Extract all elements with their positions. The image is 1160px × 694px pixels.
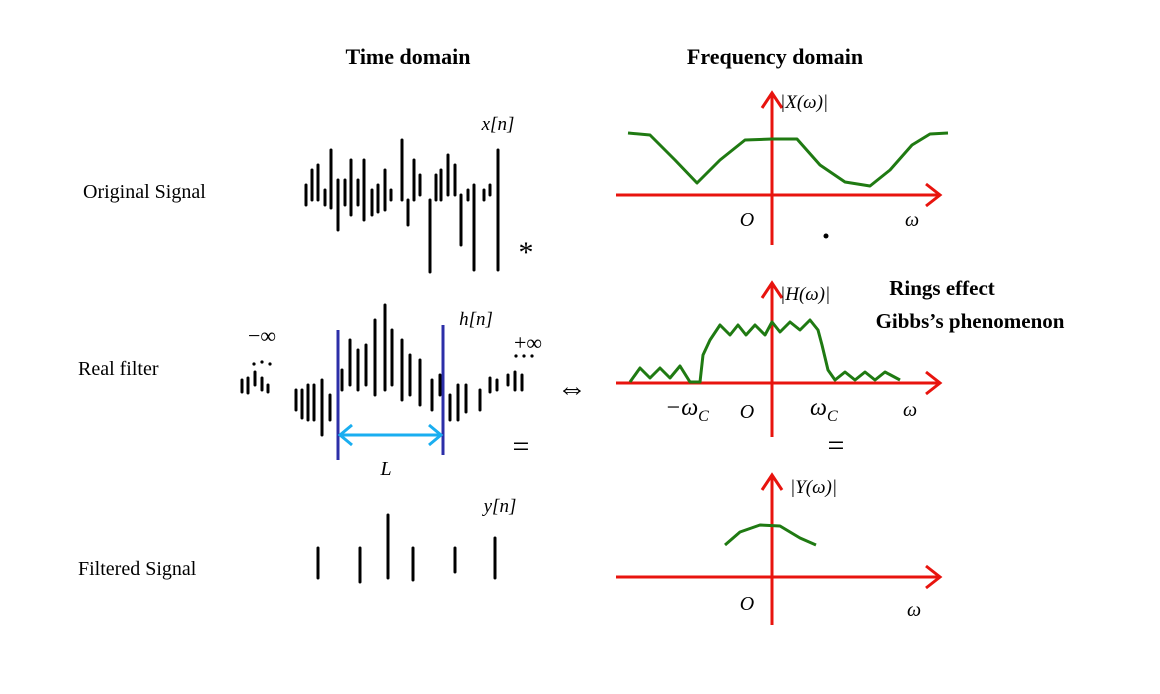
origin-label: O <box>740 593 754 615</box>
origin-label: O <box>740 401 754 423</box>
time-header: Time domain <box>346 44 471 69</box>
signal-label: h[n] <box>459 309 493 330</box>
y-spectrum-axes <box>616 472 943 625</box>
annotation: Rings effect <box>889 276 995 300</box>
axis-label: ω <box>907 599 921 621</box>
cutoff-positive: ωC <box>810 395 838 425</box>
frequency-header: Frequency domain <box>687 44 863 69</box>
h-spectrum-curve <box>628 318 901 384</box>
cutoff-symbol: −ω <box>665 395 698 421</box>
equals-operator: = <box>513 430 530 463</box>
equivalent-operator: ⇔ <box>557 372 587 405</box>
row-label: Original Signal <box>83 181 206 203</box>
y-spectrum-curve <box>724 523 817 547</box>
cutoff-negative: −ωC <box>665 395 709 425</box>
annotation: Gibbs’s phenomenon <box>876 309 1065 333</box>
filter-stems <box>240 303 524 437</box>
origin-label: O <box>740 209 754 231</box>
spectrum-label: |H(ω)| <box>780 284 830 305</box>
ellipsis <box>252 233 829 366</box>
filtered-signal-stems <box>316 513 497 584</box>
cutoff-subscript: C <box>827 408 838 425</box>
equals-operator: = <box>828 429 845 462</box>
row-label: Real filter <box>78 358 159 380</box>
x-spectrum-axes <box>616 90 943 245</box>
cutoff-subscript: C <box>698 408 709 425</box>
length-label: L <box>379 458 391 480</box>
original-signal-stems <box>304 138 500 274</box>
length-arrow <box>337 423 444 447</box>
signal-label: y[n] <box>482 496 517 517</box>
spectrum-label: |X(ω)| <box>780 92 828 113</box>
cutoff-symbol: ω <box>810 395 827 421</box>
axis-label: ω <box>905 209 919 231</box>
plus-infinity: +∞ <box>514 330 542 355</box>
minus-infinity: −∞ <box>248 323 276 348</box>
row-label: Filtered Signal <box>78 558 197 580</box>
x-spectrum-curve <box>627 131 949 188</box>
h-spectrum-axes <box>616 280 943 437</box>
signal-label: x[n] <box>481 114 515 135</box>
axis-label: ω <box>903 399 917 421</box>
spectrum-label: |Y(ω)| <box>790 477 837 498</box>
convolve-operator: * <box>519 236 534 269</box>
